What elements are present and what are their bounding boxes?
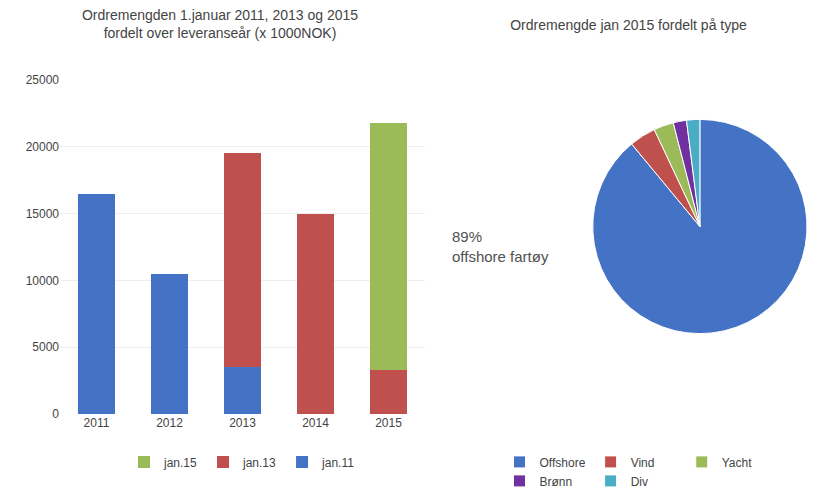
svg-text:2015: 2015	[375, 416, 402, 430]
svg-text:15000: 15000	[26, 207, 60, 221]
svg-text:25000: 25000	[26, 73, 60, 87]
svg-text:Brønn: Brønn	[540, 475, 573, 489]
svg-text:2013: 2013	[229, 416, 256, 430]
svg-text:Div: Div	[631, 475, 648, 489]
svg-text:2014: 2014	[302, 416, 329, 430]
svg-text:Ordremengde jan 2015 fordelt p: Ordremengde jan 2015 fordelt på type	[510, 17, 747, 33]
svg-text:5000: 5000	[32, 340, 59, 354]
svg-text:Yacht: Yacht	[722, 456, 752, 470]
svg-text:jan.11: jan.11	[321, 456, 354, 470]
svg-text:20000: 20000	[26, 140, 60, 154]
svg-text:Ordremengden 1.januar 2011, 20: Ordremengden 1.januar 2011, 2013 og 2015…	[82, 7, 358, 41]
svg-text:Vind: Vind	[631, 456, 655, 470]
svg-text:10000: 10000	[26, 274, 60, 288]
svg-text:89%offshore fartøy: 89%offshore fartøy	[452, 228, 549, 265]
svg-text:Offshore: Offshore	[540, 456, 586, 470]
svg-text:0: 0	[52, 407, 59, 421]
svg-text:2011: 2011	[84, 416, 110, 430]
svg-text:jan.15: jan.15	[163, 456, 197, 470]
svg-text:jan.13: jan.13	[242, 456, 276, 470]
svg-text:2012: 2012	[156, 416, 183, 430]
